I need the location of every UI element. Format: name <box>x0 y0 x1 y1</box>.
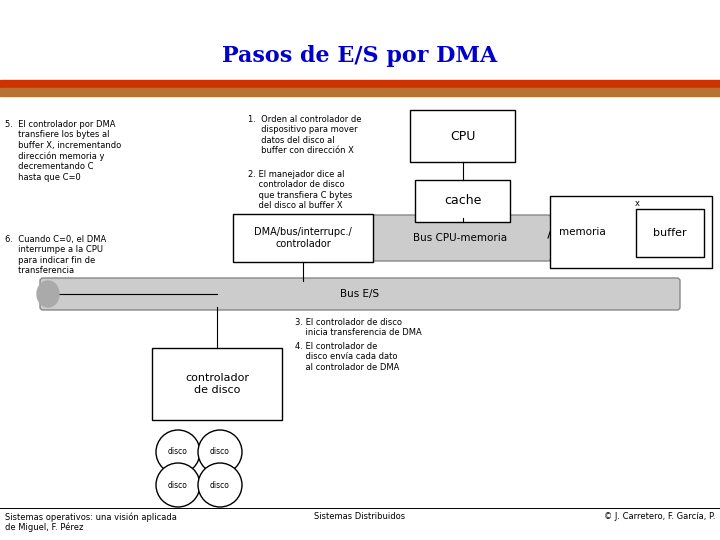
Bar <box>233 214 373 262</box>
Text: 5.  El controlador por DMA
     transfiere los bytes al
     buffer X, increment: 5. El controlador por DMA transfiere los… <box>5 120 121 181</box>
Text: Sistemas Distribuidos: Sistemas Distribuidos <box>315 512 405 521</box>
Circle shape <box>198 463 242 507</box>
Bar <box>410 110 515 162</box>
Text: 2. El manejador dice al
    controlador de disco
    que transfiera C bytes
    : 2. El manejador dice al controlador de d… <box>248 170 352 210</box>
Text: 6.  Cuando C=0, el DMA
     interrumpe a la CPU
     para indicar fin de
     tr: 6. Cuando C=0, el DMA interrumpe a la CP… <box>5 235 107 275</box>
Text: disco: disco <box>210 448 230 456</box>
Circle shape <box>156 463 200 507</box>
Text: disco: disco <box>210 481 230 489</box>
Text: CPU: CPU <box>450 130 475 143</box>
FancyBboxPatch shape <box>40 278 680 310</box>
Text: Bus CPU-memoria: Bus CPU-memoria <box>413 233 508 243</box>
Circle shape <box>156 430 200 474</box>
Bar <box>636 209 704 257</box>
Text: cache: cache <box>444 194 481 207</box>
Text: DMA/bus/interrupc./
controlador: DMA/bus/interrupc./ controlador <box>254 227 352 249</box>
Text: controlador
de disco: controlador de disco <box>185 373 249 395</box>
Text: disco: disco <box>168 481 188 489</box>
Text: memoria: memoria <box>559 227 606 237</box>
Bar <box>0 80 720 88</box>
Text: © J. Carretero, F. García, P.: © J. Carretero, F. García, P. <box>603 512 715 521</box>
Bar <box>415 180 510 222</box>
Bar <box>0 88 720 96</box>
FancyBboxPatch shape <box>370 215 551 261</box>
Text: Pasos de E/S por DMA: Pasos de E/S por DMA <box>222 45 498 67</box>
Text: 4. El controlador de
    disco envía cada dato
    al controlador de DMA: 4. El controlador de disco envía cada da… <box>295 342 400 372</box>
Text: disco: disco <box>168 448 188 456</box>
Text: 1.  Orden al controlador de
     dispositivo para mover
     datos del disco al
: 1. Orden al controlador de dispositivo p… <box>248 115 361 155</box>
Text: 3. El controlador de disco
    inicia transferencia de DMA: 3. El controlador de disco inicia transf… <box>295 318 422 338</box>
Bar <box>152 348 282 420</box>
Bar <box>550 196 712 268</box>
Circle shape <box>198 430 242 474</box>
Ellipse shape <box>37 281 59 307</box>
Text: Bus E/S: Bus E/S <box>341 289 379 299</box>
Text: buffer: buffer <box>653 228 687 238</box>
Text: Sistemas operativos: una visión aplicada
de Miguel, F. Pérez: Sistemas operativos: una visión aplicada… <box>5 512 177 532</box>
Text: x: x <box>634 199 639 208</box>
